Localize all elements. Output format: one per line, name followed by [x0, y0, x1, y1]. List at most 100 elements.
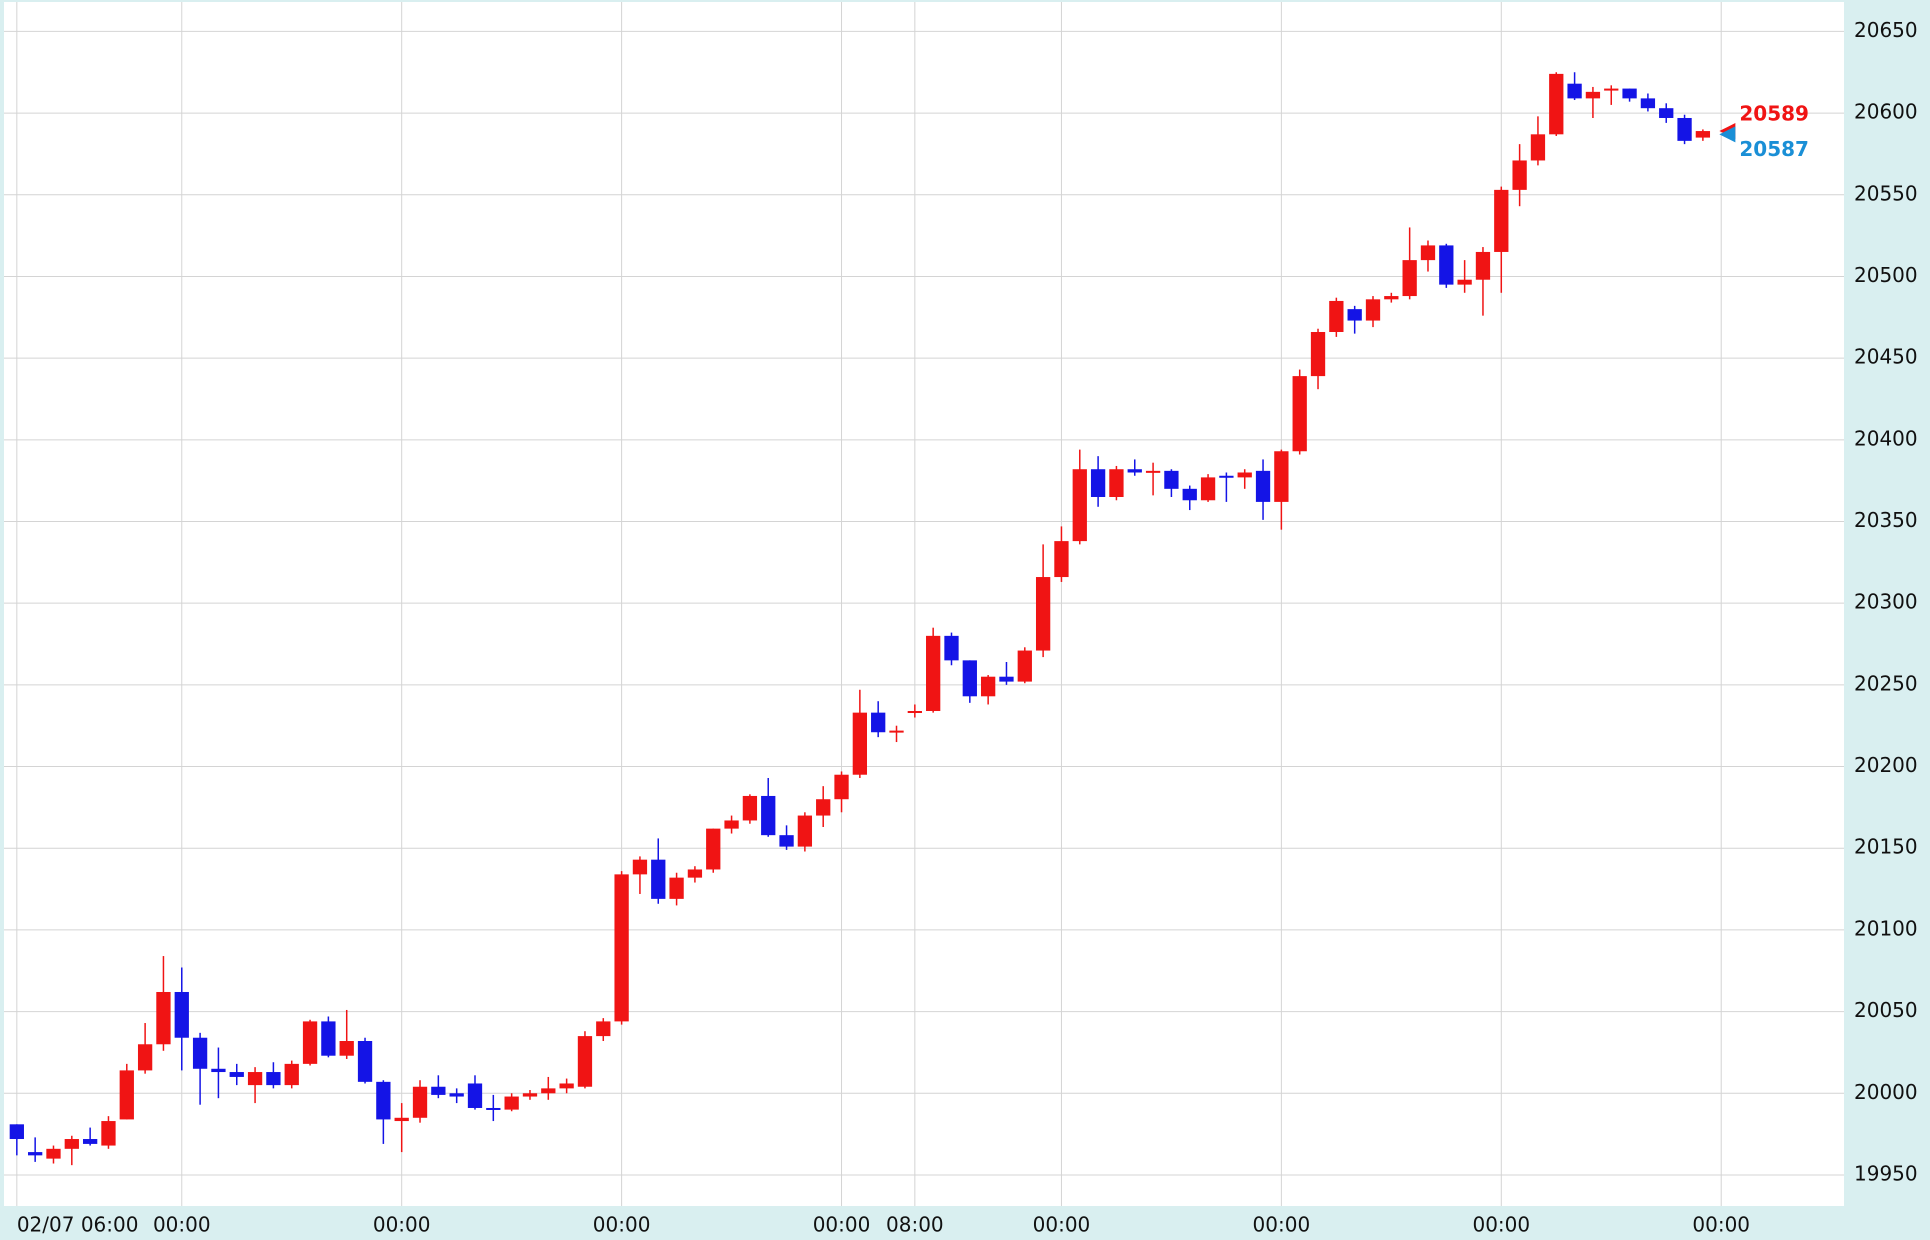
x-tick-label: 02/07 06:00: [17, 1213, 139, 1237]
candle-body: [394, 1117, 409, 1122]
y-tick-label: 20200: [1854, 753, 1918, 777]
candle-body: [1237, 472, 1252, 478]
candle-body: [1640, 98, 1656, 109]
last-price-label: 20589: [1739, 102, 1809, 126]
y-tick-label: 20300: [1854, 590, 1918, 614]
candle-body: [632, 859, 648, 875]
candle-body: [1365, 299, 1381, 321]
y-tick-label: 20350: [1854, 508, 1918, 532]
candle-body: [541, 1088, 556, 1094]
candle-body: [137, 1044, 153, 1071]
candle-body: [1182, 488, 1197, 501]
candle-body: [1164, 470, 1179, 489]
candle-body: [834, 774, 849, 800]
candle-body: [229, 1072, 244, 1077]
candle-body: [302, 1021, 318, 1064]
candle-body: [926, 635, 941, 712]
candle-body: [706, 828, 721, 870]
candle-body: [1604, 88, 1619, 91]
candle-body: [1219, 475, 1234, 478]
candle-body: [907, 711, 922, 714]
x-tick-label: 00:00: [1692, 1213, 1750, 1237]
candle-body: [1475, 251, 1491, 280]
candle-body: [871, 712, 886, 733]
candle-body: [1292, 376, 1307, 452]
plot-area: [4, 2, 1844, 1206]
candle-body: [101, 1121, 116, 1146]
candle-body: [486, 1107, 501, 1110]
candle-body: [376, 1081, 391, 1120]
candle-body: [761, 795, 776, 836]
candle-body: [816, 799, 831, 816]
candle-body: [1090, 469, 1106, 497]
candle-body: [247, 1072, 263, 1086]
candle-body: [944, 635, 959, 661]
y-tick-label: 20600: [1854, 100, 1918, 124]
candle-body: [1017, 650, 1032, 682]
x-tick-label: 00:00: [1033, 1213, 1091, 1237]
labels: 19950 20000 20050 20100 20150 20200 20250 20300…: [17, 18, 1918, 1237]
y-tick-label: 20650: [1854, 18, 1918, 42]
candle-body: [192, 1037, 208, 1069]
candle-body: [779, 835, 794, 847]
candle-body: [431, 1086, 446, 1095]
candles: [9, 72, 1736, 1166]
candle-body: [64, 1139, 79, 1149]
y-tick-label: 20000: [1854, 1080, 1918, 1104]
candle-body: [1457, 279, 1472, 285]
candle-body: [1677, 117, 1692, 141]
candle-body: [797, 815, 813, 847]
y-tick-label: 19950: [1854, 1161, 1918, 1185]
candle-body: [412, 1086, 428, 1118]
candle-body: [962, 660, 977, 697]
candle-body: [1109, 469, 1124, 497]
candle-body: [1530, 134, 1546, 161]
candle-body: [339, 1041, 354, 1056]
candle-body: [724, 820, 739, 829]
candle-body: [980, 676, 996, 697]
candle-body: [156, 991, 171, 1045]
grid: [4, 2, 1844, 1206]
x-tick-label: 00:00: [1472, 1213, 1530, 1237]
y-tick-label: 20450: [1854, 345, 1918, 369]
x-tick-label: 00:00: [1253, 1213, 1311, 1237]
candle-body: [852, 712, 868, 775]
candle-body: [559, 1083, 574, 1089]
candle-body: [651, 859, 666, 899]
candle-body: [1494, 189, 1509, 252]
candle-body: [1255, 470, 1271, 502]
x-tick-label: 08:00: [886, 1213, 944, 1237]
candle-body: [284, 1063, 299, 1086]
candle-body: [1567, 83, 1582, 99]
candle-body: [1072, 469, 1087, 542]
x-tick-label: 00:00: [593, 1213, 651, 1237]
candle-body: [1127, 469, 1142, 473]
candle-body: [1145, 470, 1161, 473]
candle-body: [1347, 309, 1362, 321]
candle-body: [119, 1070, 134, 1120]
candle-body: [1384, 296, 1399, 300]
candle-body: [522, 1093, 538, 1097]
candle-body: [999, 676, 1014, 682]
candle-body: [28, 1152, 43, 1156]
candle-body: [82, 1139, 98, 1144]
y-tick-label: 20550: [1854, 181, 1918, 205]
candle-body: [1659, 108, 1674, 118]
y-tick-label: 20400: [1854, 426, 1918, 450]
candle-body: [449, 1093, 464, 1097]
last-price-marker: [1719, 126, 1736, 143]
y-tick-label: 20050: [1854, 998, 1918, 1022]
candle-body: [1274, 451, 1289, 502]
candle-body: [1054, 541, 1069, 578]
candle-body: [46, 1148, 61, 1159]
candle-body: [211, 1068, 226, 1073]
candle-body: [467, 1083, 483, 1108]
y-tick-label: 20500: [1854, 263, 1918, 287]
y-tick-label: 20150: [1854, 835, 1918, 859]
candle-body: [357, 1041, 373, 1082]
candle-body: [1035, 577, 1051, 651]
candle-body: [669, 877, 684, 899]
y-tick-label: 20100: [1854, 916, 1918, 940]
candle-body: [9, 1124, 24, 1140]
